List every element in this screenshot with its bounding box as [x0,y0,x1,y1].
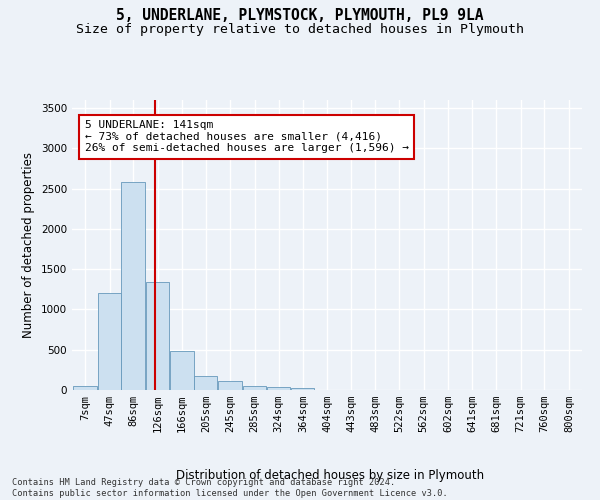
Bar [291,388,314,390]
Bar [266,387,290,390]
Bar [243,386,266,390]
Text: 5 UNDERLANE: 141sqm
← 73% of detached houses are smaller (4,416)
26% of semi-det: 5 UNDERLANE: 141sqm ← 73% of detached ho… [85,120,409,154]
Text: Size of property relative to detached houses in Plymouth: Size of property relative to detached ho… [76,22,524,36]
Text: 5, UNDERLANE, PLYMSTOCK, PLYMOUTH, PL9 9LA: 5, UNDERLANE, PLYMSTOCK, PLYMOUTH, PL9 9… [116,8,484,22]
Text: Contains HM Land Registry data © Crown copyright and database right 2024.
Contai: Contains HM Land Registry data © Crown c… [12,478,448,498]
Bar [218,381,242,390]
Bar [194,376,217,390]
Bar [146,282,169,390]
Text: Distribution of detached houses by size in Plymouth: Distribution of detached houses by size … [176,470,484,482]
Bar [98,294,121,390]
Bar [73,386,97,390]
Bar [170,350,194,390]
Y-axis label: Number of detached properties: Number of detached properties [22,152,35,338]
Bar [121,182,145,390]
